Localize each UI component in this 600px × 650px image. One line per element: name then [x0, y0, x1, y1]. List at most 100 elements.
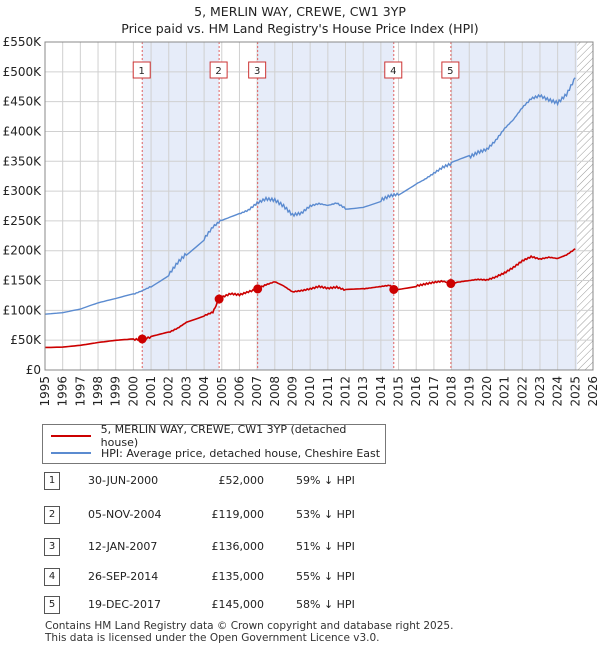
sale-marker-box: [132, 61, 151, 79]
sale-point: [253, 284, 263, 294]
x-tick-label: 2010: [303, 376, 317, 407]
x-tick-label: 2001: [144, 376, 158, 407]
x-tick-label: 1999: [109, 376, 123, 407]
x-tick-label: 2009: [285, 376, 299, 407]
x-tick-label: 2017: [427, 376, 441, 407]
x-tick-label: 2013: [356, 376, 370, 407]
sale-marker-number: 2: [215, 66, 221, 77]
sale-hpi-diff: 59% ↓ HPI: [296, 474, 355, 487]
x-tick-label: 2018: [445, 376, 459, 407]
sale-price: £145,000: [211, 598, 265, 611]
sale-hpi-diff: 58% ↓ HPI: [296, 598, 355, 611]
sale-point: [446, 279, 456, 289]
sale-point: [137, 334, 147, 344]
sale-row: 4 26-SEP-2014 £135,000 55% ↓ HPI: [42, 568, 442, 586]
x-tick-label: 2002: [162, 376, 176, 407]
sale-marker-box: [384, 61, 403, 79]
x-tick-label: 1995: [38, 376, 52, 407]
y-tick-label: £400K: [3, 124, 43, 138]
x-tick-label: 2004: [197, 376, 211, 407]
sale-row: 5 19-DEC-2017 £145,000 58% ↓ HPI: [42, 596, 442, 614]
sale-price: £135,000: [211, 570, 265, 583]
x-tick-label: 2021: [498, 376, 512, 407]
sale-marker-box: [209, 61, 228, 79]
sale-date: 12-JAN-2007: [88, 540, 158, 553]
x-tick-label: 1996: [56, 376, 70, 407]
y-tick-label: £150K: [3, 274, 43, 288]
sale-number: 4: [44, 568, 60, 586]
y-tick-label: £450K: [3, 95, 43, 109]
sale-number: 5: [44, 596, 60, 614]
x-tick-label: 2019: [462, 376, 476, 407]
footer-copyright: Contains HM Land Registry data © Crown c…: [45, 620, 454, 632]
chart-title: 5, MERLIN WAY, CREWE, CW1 3YP: [194, 4, 406, 19]
sale-point: [389, 284, 399, 294]
y-tick-label: £550K: [3, 35, 43, 49]
x-tick-label: 2006: [232, 376, 246, 407]
sale-date: 26-SEP-2014: [88, 570, 159, 583]
x-tick-label: 2026: [586, 376, 600, 407]
sale-hpi-diff: 53% ↓ HPI: [296, 508, 355, 521]
x-tick-label: 2003: [179, 376, 193, 407]
y-tick-label: £200K: [3, 244, 43, 258]
sale-marker-box: [248, 61, 267, 79]
x-tick-label: 2025: [568, 376, 582, 407]
y-tick-label: £300K: [3, 184, 43, 198]
sale-point: [214, 294, 224, 304]
chart-subtitle: Price paid vs. HM Land Registry's House …: [121, 21, 479, 36]
sale-marker-number: 4: [390, 66, 396, 77]
sale-number: 1: [44, 472, 60, 490]
x-tick-label: 1998: [91, 376, 105, 407]
sale-marker-box: [441, 61, 460, 79]
sale-hpi-diff: 55% ↓ HPI: [296, 570, 355, 583]
x-tick-label: 2020: [480, 376, 494, 407]
y-tick-label: £500K: [3, 65, 43, 79]
sale-date: 19-DEC-2017: [88, 598, 162, 611]
y-tick-label: £0: [26, 363, 41, 377]
sale-marker-number: 5: [447, 66, 453, 77]
shaded-period: [142, 42, 220, 370]
legend-item-property: 5, MERLIN WAY, CREWE, CW1 3YP (detached …: [51, 423, 385, 449]
x-tick-label: 2022: [515, 376, 529, 407]
shaded-period: [450, 42, 578, 370]
y-tick-label: £350K: [3, 154, 43, 168]
x-tick-label: 2011: [321, 376, 335, 407]
y-tick-label: £50K: [10, 333, 42, 347]
sale-number: 3: [44, 538, 60, 556]
legend-label-hpi: HPI: Average price, detached house, Ches…: [101, 446, 381, 460]
footer-licence: This data is licensed under the Open Gov…: [45, 632, 380, 644]
x-tick-label: 2008: [268, 376, 282, 407]
sale-marker-number: 1: [139, 66, 145, 77]
sale-row: 1 30-JUN-2000 £52,000 59% ↓ HPI: [42, 472, 442, 490]
sale-hpi-diff: 51% ↓ HPI: [296, 540, 355, 553]
plot-frame: [44, 41, 594, 371]
y-tick-label: £250K: [3, 214, 43, 228]
chart-legend: 5, MERLIN WAY, CREWE, CW1 3YP (detached …: [42, 423, 386, 464]
sale-date: 30-JUN-2000: [88, 474, 159, 487]
x-tick-label: 2000: [126, 376, 140, 407]
sale-date: 05-NOV-2004: [88, 508, 162, 521]
sale-price: £136,000: [211, 540, 265, 553]
sale-number: 2: [44, 506, 60, 524]
price-chart: £0 £50K £100K £150K £200K £250K £300K £350K £400…: [3, 35, 600, 407]
x-tick-label: 2016: [409, 376, 423, 407]
x-tick-label: 2015: [392, 376, 406, 407]
sale-row: 3 12-JAN-2007 £136,000 51% ↓ HPI: [42, 538, 442, 556]
x-tick-label: 2012: [339, 376, 353, 407]
sale-price: £52,000: [218, 474, 265, 487]
future-hatch: [577, 42, 593, 370]
hpi-line: [44, 77, 576, 315]
sale-row: 2 05-NOV-2004 £119,000 53% ↓ HPI: [42, 506, 442, 524]
shaded-period: [257, 42, 394, 370]
y-tick-label: £100K: [3, 303, 43, 317]
property-price-line: [45, 248, 576, 349]
legend-label-property: 5, MERLIN WAY, CREWE, CW1 3YP (detached …: [100, 423, 347, 449]
x-tick-label: 2005: [215, 376, 229, 407]
x-tick-label: 1997: [73, 376, 87, 407]
legend-swatch-hpi: [51, 452, 91, 454]
legend-swatch-property: [51, 435, 91, 437]
sale-marker-number: 3: [254, 66, 260, 77]
x-tick-label: 2014: [374, 376, 388, 407]
x-tick-label: 2023: [533, 376, 547, 407]
x-tick-label: 2007: [250, 376, 264, 407]
